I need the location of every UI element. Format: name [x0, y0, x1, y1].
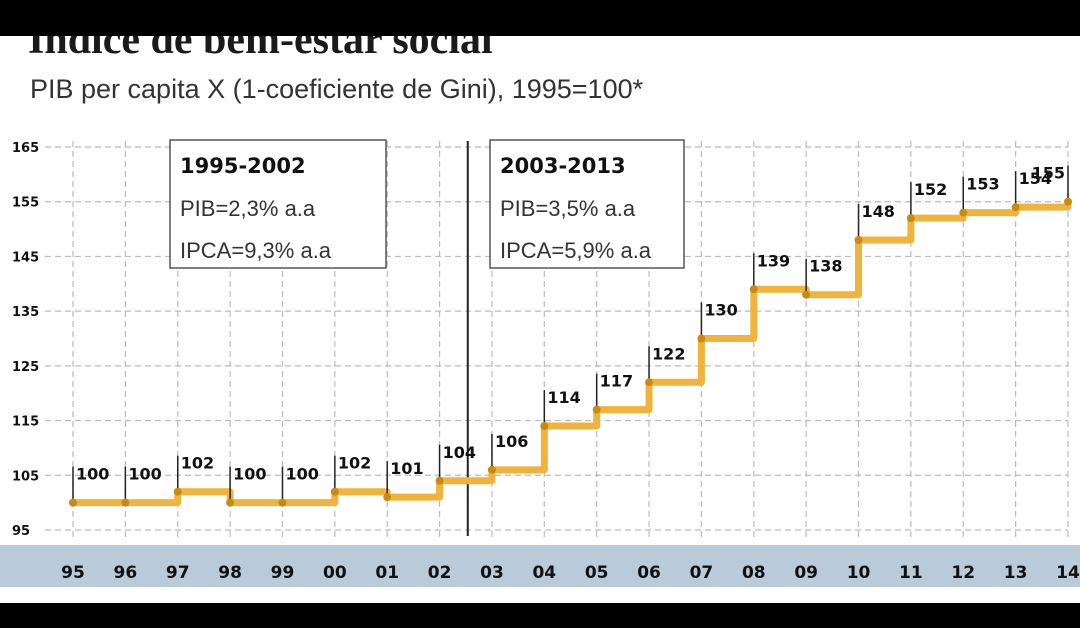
x-tick-label: 11: [899, 563, 923, 583]
data-point: [540, 422, 549, 431]
data-point: [383, 493, 392, 502]
data-point: [173, 487, 182, 496]
annotation-line: PIB=3,5% a.a: [500, 196, 636, 221]
y-tick-label: 125: [12, 360, 39, 375]
x-axis-band: [0, 545, 1080, 587]
data-point: [435, 476, 444, 485]
data-label: 100: [76, 465, 109, 484]
annotation-heading: 1995-2002: [180, 154, 306, 178]
y-tick-label: 155: [12, 196, 39, 211]
chart-title: Índice de bem-estar social: [28, 36, 493, 63]
y-tick-label: 135: [12, 305, 39, 320]
data-point: [802, 290, 811, 299]
data-label: 130: [704, 301, 737, 320]
data-label: 122: [652, 344, 685, 363]
x-tick-label: 97: [166, 563, 190, 583]
data-point: [1011, 203, 1020, 212]
data-point: [1064, 197, 1072, 206]
y-tick-label: 115: [12, 415, 39, 430]
x-tick-label: 02: [428, 563, 452, 583]
x-tick-label: 99: [271, 563, 295, 583]
data-point: [278, 498, 287, 507]
data-point: [226, 498, 235, 507]
x-tick-label: 06: [637, 563, 661, 583]
x-tick-label: 95: [61, 563, 85, 583]
x-tick-label: 08: [742, 563, 766, 583]
data-label: 114: [547, 388, 580, 407]
data-label: 138: [809, 257, 842, 276]
data-label: 104: [443, 443, 476, 462]
data-point: [121, 498, 130, 507]
data-point: [697, 334, 706, 343]
annotation-heading: 2003-2013: [500, 154, 626, 178]
annotation-line: IPCA=9,3% a.a: [180, 238, 332, 263]
data-point: [592, 405, 601, 414]
data-point: [749, 285, 758, 294]
annotation-line: IPCA=5,9% a.a: [500, 238, 652, 263]
step-chart: 165 155 145 135 125 115 105 95 95 96 97 98 99 00 01 02 0…: [0, 139, 1080, 587]
data-label: 102: [338, 454, 371, 473]
data-label: 101: [390, 459, 423, 478]
data-point: [854, 236, 863, 245]
y-tick-label: 95: [12, 524, 30, 539]
data-label: 100: [285, 465, 318, 484]
data-point: [906, 214, 915, 223]
annotation-line: PIB=2,3% a.a: [180, 196, 316, 221]
data-label: 117: [600, 372, 633, 391]
data-point: [645, 378, 654, 387]
data-label: 155: [1032, 164, 1065, 183]
x-tick-label: 00: [323, 563, 347, 583]
x-tick-label: 98: [218, 563, 242, 583]
y-tick-label: 165: [12, 141, 39, 156]
annotation-box: [169, 139, 387, 269]
data-label: 152: [914, 180, 947, 199]
x-tick-label: 14: [1056, 563, 1080, 583]
x-tick-label: 13: [1004, 563, 1028, 583]
x-tick-label: 10: [847, 563, 871, 583]
data-point: [959, 208, 968, 217]
x-tick-label: 05: [585, 563, 609, 583]
data-point: [330, 487, 339, 496]
x-tick-label: 01: [375, 563, 399, 583]
x-tick-label: 07: [690, 563, 714, 583]
data-label: 106: [495, 432, 528, 451]
data-label: 100: [233, 465, 266, 484]
y-tick-label: 105: [12, 469, 39, 484]
chart-subtitle: PIB per capita X (1-coeficiente de Gini)…: [30, 74, 644, 104]
y-tick-label: 145: [12, 250, 39, 265]
data-label: 154: [1019, 169, 1052, 188]
data-label: 102: [181, 454, 214, 473]
data-label: 100: [128, 465, 161, 484]
annotation-box: [489, 139, 685, 269]
x-tick-label: 96: [114, 563, 138, 583]
data-point: [69, 498, 77, 507]
x-tick-label: 03: [480, 563, 504, 583]
data-label: 139: [757, 251, 790, 270]
data-point: [487, 465, 496, 474]
data-label: 148: [862, 202, 895, 221]
x-tick-label: 04: [532, 563, 556, 583]
chart-frame: Índice de bem-estar social PIB per capit…: [0, 36, 1080, 603]
x-tick-label: 09: [794, 563, 818, 583]
data-label: 153: [966, 175, 999, 194]
x-tick-label: 12: [951, 563, 975, 583]
